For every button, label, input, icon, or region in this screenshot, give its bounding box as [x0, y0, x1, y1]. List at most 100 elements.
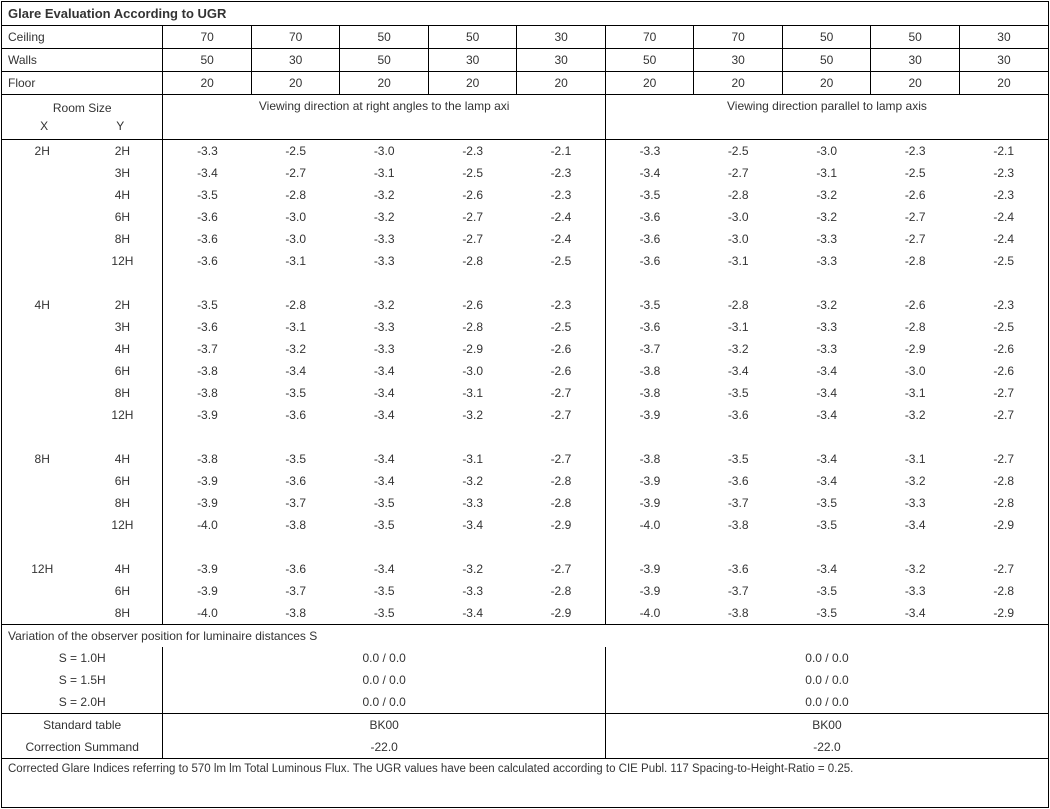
value-cell: -3.2	[251, 338, 340, 360]
x-cell: 2H	[2, 140, 82, 162]
data-row: 3H-3.4-2.7-3.1-2.5-2.3-3.4-2.7-3.1-2.5-2…	[2, 162, 1048, 184]
value-cell: -3.6	[694, 470, 783, 492]
value-cell: -3.0	[694, 228, 783, 250]
y-cell: 8H	[82, 492, 162, 514]
y-cell: 3H	[82, 316, 162, 338]
y-cell: 8H	[82, 602, 162, 625]
spacer-row	[2, 272, 1048, 294]
value-cell: -2.7	[517, 382, 606, 404]
value-cell: -3.6	[694, 558, 783, 580]
value-cell: -3.0	[251, 206, 340, 228]
value-cell: -3.4	[428, 514, 517, 536]
x-cell: 8H	[2, 448, 82, 470]
value-cell: -3.3	[340, 316, 429, 338]
value-cell: -2.3	[959, 162, 1048, 184]
value-cell: -3.3	[782, 250, 871, 272]
value-cell: -2.9	[959, 602, 1048, 625]
x-cell	[2, 470, 82, 492]
value-cell: -3.4	[782, 558, 871, 580]
value-cell: -3.4	[340, 360, 429, 382]
value-cell: -2.8	[517, 492, 606, 514]
value-cell: -2.3	[871, 140, 960, 162]
value-cell: -3.2	[428, 404, 517, 426]
value-cell: -3.8	[251, 514, 340, 536]
value-cell: -3.4	[694, 360, 783, 382]
value-cell: -3.4	[428, 602, 517, 625]
value-cell: -2.7	[517, 448, 606, 470]
header-value: 30	[517, 49, 606, 72]
value-cell: -2.3	[428, 140, 517, 162]
value-cell: -3.1	[428, 448, 517, 470]
value-cell: -2.9	[871, 338, 960, 360]
value-cell: -2.3	[959, 184, 1048, 206]
std-table-left: BK00	[163, 713, 606, 736]
value-cell: -2.8	[694, 294, 783, 316]
value-cell: -3.2	[871, 470, 960, 492]
value-cell: -3.8	[605, 360, 694, 382]
value-cell: -3.3	[605, 140, 694, 162]
value-cell: -3.3	[871, 492, 960, 514]
value-cell: -2.8	[959, 470, 1048, 492]
value-cell: -3.2	[782, 294, 871, 316]
y-cell: 8H	[82, 228, 162, 250]
value-cell: -3.5	[782, 492, 871, 514]
header-value: 50	[782, 26, 871, 49]
value-cell: -2.9	[517, 514, 606, 536]
y-cell: 12H	[82, 250, 162, 272]
variation-row: S = 1.5H0.0 / 0.00.0 / 0.0	[2, 669, 1048, 691]
value-cell: -3.7	[251, 492, 340, 514]
value-cell: -3.1	[428, 382, 517, 404]
header-value: 20	[251, 72, 340, 95]
variation-label: S = 1.0H	[2, 647, 163, 669]
value-cell: -3.2	[782, 206, 871, 228]
value-cell: -3.4	[782, 470, 871, 492]
value-cell: -2.6	[871, 184, 960, 206]
value-cell: -3.6	[694, 404, 783, 426]
header-value: 20	[428, 72, 517, 95]
data-row: 4H-3.5-2.8-3.2-2.6-2.3-3.5-2.8-3.2-2.6-2…	[2, 184, 1048, 206]
header-value: 30	[959, 26, 1048, 49]
value-cell: -3.8	[605, 448, 694, 470]
header-label: Ceiling	[2, 26, 163, 49]
value-cell: -3.2	[428, 470, 517, 492]
value-cell: -3.5	[251, 382, 340, 404]
value-cell: -3.8	[163, 448, 252, 470]
value-cell: -2.6	[517, 338, 606, 360]
value-cell: -2.5	[959, 250, 1048, 272]
value-cell: -2.7	[517, 404, 606, 426]
value-cell: -3.1	[782, 162, 871, 184]
header-value: 50	[340, 49, 429, 72]
y-cell: 4H	[82, 338, 162, 360]
value-cell: -3.9	[163, 558, 252, 580]
value-cell: -3.8	[605, 382, 694, 404]
value-cell: -3.6	[605, 250, 694, 272]
header-value: 50	[428, 26, 517, 49]
x-cell	[2, 206, 82, 228]
value-cell: -3.8	[694, 514, 783, 536]
value-cell: -2.8	[251, 184, 340, 206]
variation-label: S = 1.5H	[2, 669, 163, 691]
value-cell: -2.7	[959, 448, 1048, 470]
data-row: 8H4H-3.8-3.5-3.4-3.1-2.7-3.8-3.5-3.4-3.1…	[2, 448, 1048, 470]
value-cell: -3.4	[605, 162, 694, 184]
y-cell: 6H	[82, 360, 162, 382]
value-cell: -3.5	[694, 382, 783, 404]
value-cell: -3.5	[694, 448, 783, 470]
value-cell: -3.4	[340, 448, 429, 470]
value-cell: -2.8	[959, 580, 1048, 602]
value-cell: -2.3	[517, 294, 606, 316]
value-cell: -2.6	[959, 360, 1048, 382]
data-row: 12H4H-3.9-3.6-3.4-3.2-2.7-3.9-3.6-3.4-3.…	[2, 558, 1048, 580]
header-value: 50	[871, 26, 960, 49]
value-cell: -3.7	[605, 338, 694, 360]
value-cell: -2.9	[959, 514, 1048, 536]
x-cell	[2, 404, 82, 426]
value-cell: -2.6	[959, 338, 1048, 360]
value-cell: -3.2	[428, 558, 517, 580]
value-cell: -3.6	[251, 404, 340, 426]
value-cell: -3.4	[782, 404, 871, 426]
spacer-row	[2, 426, 1048, 448]
value-cell: -3.9	[605, 404, 694, 426]
y-cell: 2H	[82, 140, 162, 162]
value-cell: -3.8	[694, 602, 783, 625]
